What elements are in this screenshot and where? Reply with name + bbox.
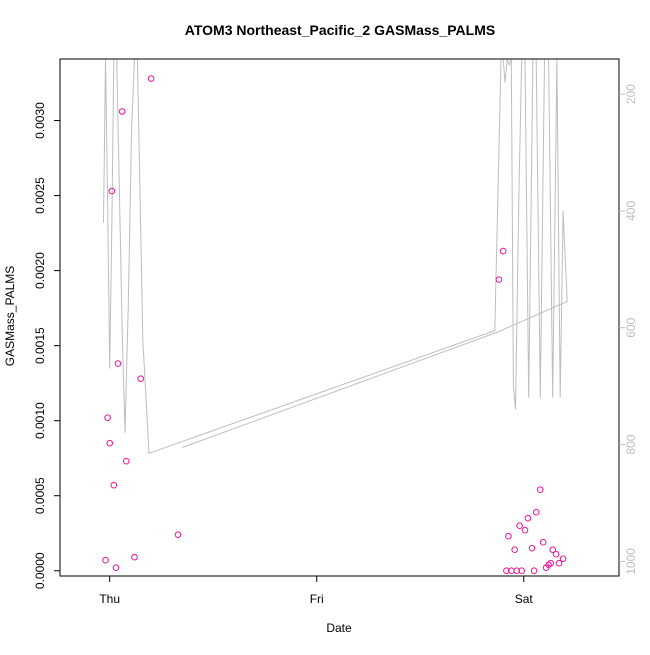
- data-point-7: [118, 108, 126, 115]
- y2-tick-label-2: 600: [624, 317, 638, 337]
- data-point-6: [114, 360, 122, 367]
- data-point-0: [102, 556, 109, 564]
- data-point-8: [123, 457, 130, 465]
- x-tick-label-2: Sat: [515, 592, 534, 606]
- data-point-15: [503, 567, 510, 575]
- data-point-24: [528, 544, 536, 552]
- chart-title: ATOM3 Northeast_Pacific_2 GASMass_PALMS: [185, 22, 495, 38]
- data-point-26: [532, 508, 540, 516]
- y2-tick-label-0: 200: [624, 84, 638, 104]
- y2-tick-label-1: 400: [624, 201, 638, 221]
- pressure-series-line: [103, 58, 568, 454]
- plot-frame: [59, 58, 620, 577]
- y2-tick-label-4: 1000: [624, 548, 638, 575]
- data-point-28: [539, 538, 547, 546]
- data-point-9: [131, 553, 138, 561]
- y-tick-label-4: 0.0020: [33, 252, 47, 289]
- data-point-32: [549, 546, 557, 554]
- data-point-11: [147, 75, 155, 82]
- data-point-3: [108, 187, 116, 195]
- y-tick-label-1: 0.0005: [33, 477, 47, 514]
- x-tick-label-1: Fri: [310, 592, 324, 606]
- y2-tick-label-3: 800: [624, 434, 638, 454]
- data-point-34: [555, 559, 563, 567]
- data-point-21: [518, 567, 526, 575]
- data-point-10: [137, 375, 144, 383]
- y-axis-label: GASMass_PALMS: [3, 266, 17, 366]
- data-point-33: [552, 550, 560, 558]
- points-layer: [102, 75, 567, 575]
- data-point-4: [110, 481, 118, 489]
- y-tick-label-2: 0.0010: [33, 402, 47, 439]
- data-point-18: [511, 546, 519, 554]
- pressure-line-layer: [103, 58, 568, 454]
- x-tick-label-0: Thu: [99, 592, 120, 606]
- data-point-19: [513, 567, 521, 575]
- data-point-22: [521, 526, 529, 534]
- data-point-25: [530, 567, 538, 575]
- data-point-2: [106, 439, 113, 447]
- data-point-23: [524, 514, 532, 522]
- y-tick-label-6: 0.0030: [33, 102, 47, 139]
- data-point-13: [495, 276, 503, 283]
- data-point-31: [547, 559, 555, 567]
- data-point-35: [559, 555, 567, 563]
- data-point-20: [516, 522, 523, 530]
- data-point-5: [112, 564, 120, 572]
- data-point-14: [499, 247, 507, 255]
- data-point-27: [537, 486, 544, 494]
- data-point-16: [505, 532, 512, 540]
- y-tick-label-3: 0.0015: [33, 327, 47, 364]
- data-point-1: [104, 414, 111, 422]
- y-tick-label-0: 0.0000: [33, 552, 47, 589]
- y-tick-label-5: 0.0025: [33, 177, 47, 214]
- y-axis-right: 200 400 600 800 1000: [619, 84, 638, 575]
- data-point-12: [174, 531, 182, 539]
- x-axis-label: Date: [326, 621, 352, 635]
- x-axis: Thu Fri Sat: [99, 576, 533, 606]
- y-axis-left: 0.0000 0.0005 0.0010 0.0015 0.0020 0.0025 0.00…: [33, 102, 60, 589]
